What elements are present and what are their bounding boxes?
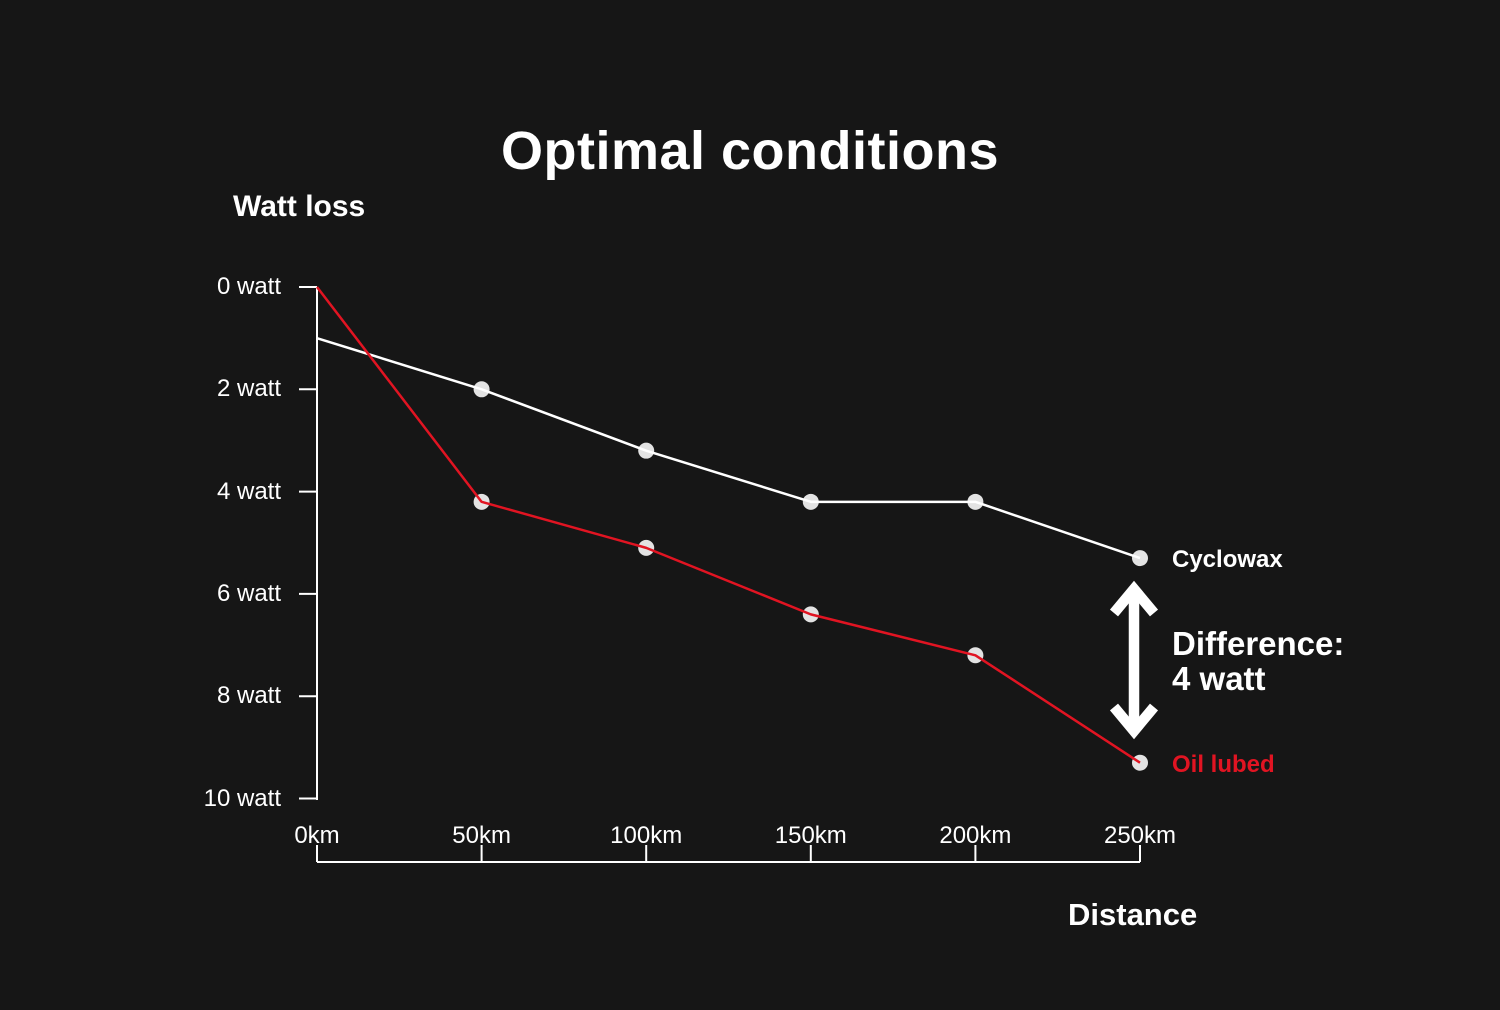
arrow-head-down [1109,703,1159,740]
y-tick-label: 2 watt [216,375,281,403]
series-line-oil-lubed [316,286,1141,764]
difference-annotation-line2: 4 watt [1172,660,1266,697]
series-label-oil-lubed: Oil lubed [1172,751,1275,778]
series-label-cyclowax: Cyclowax [1172,546,1283,573]
y-tick-label: 4 watt [216,477,281,505]
y-axis-title: Watt loss [233,190,366,223]
x-tick-label: 50km [452,822,511,849]
difference-arrow [1109,580,1159,740]
arrow-head-up [1109,580,1159,617]
x-tick-label: 200km [939,822,1012,849]
x-tick-label: 0km [294,822,340,849]
series-line-cyclowax [316,336,1141,560]
y-tick-label: 6 watt [216,579,281,607]
x-axis-title: Distance [1068,897,1198,932]
x-tick-label: 250km [1103,822,1177,849]
difference-annotation: Difference: 4 watt [1172,626,1344,696]
difference-annotation-line1: Difference: [1172,625,1345,662]
x-tick-label: 150km [774,822,847,849]
x-tick-label: 100km [610,822,683,849]
y-tick-label: 8 watt [216,682,281,710]
y-tick-label: 0 watt [216,273,281,300]
chart-title: Optimal conditions [500,121,999,182]
y-tick-label: 10 watt [203,784,281,812]
